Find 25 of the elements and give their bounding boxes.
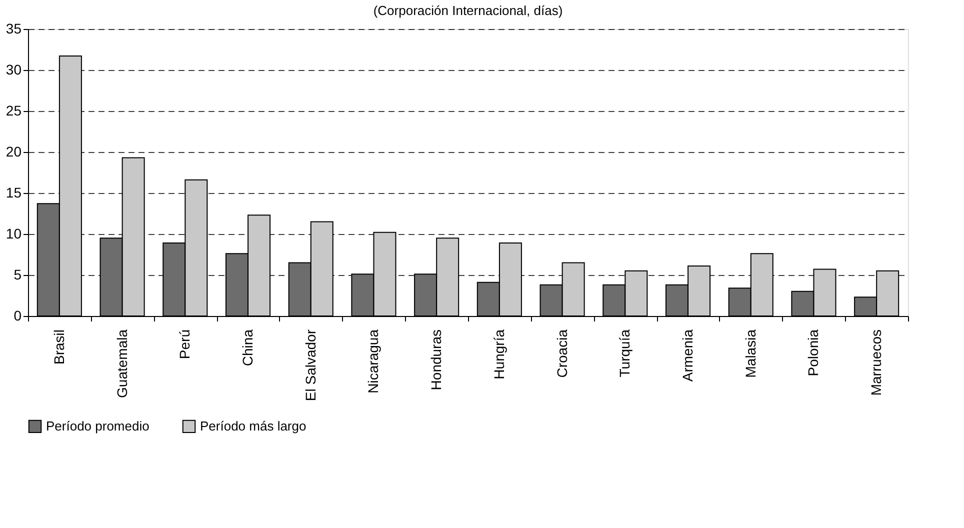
x-tick-label: Polonia (805, 329, 822, 376)
y-tick-label: 0 (14, 308, 22, 324)
y-tick-label: 15 (6, 184, 22, 200)
y-tick-label: 20 (6, 144, 22, 160)
y-tick-label: 30 (6, 62, 22, 78)
x-tick-label: Malasia (742, 329, 758, 378)
x-tick-label: Brasil (50, 330, 67, 365)
legend-label: Período promedio (46, 418, 150, 434)
x-tick-label: China (240, 329, 256, 366)
y-tick-label: 35 (6, 20, 22, 36)
y-tick-label: 10 (6, 226, 22, 242)
x-tick-label: El Salvador (302, 329, 318, 402)
x-tick-label: Guatemala (114, 329, 130, 398)
x-tick-label: Turquía (616, 329, 633, 378)
x-tick-label: Croacia (554, 329, 570, 378)
legend-label: Período más largo (200, 418, 306, 434)
y-tick-label: 5 (14, 266, 22, 282)
y-tick-label: 25 (6, 102, 22, 118)
x-tick-label: Armenia (680, 329, 696, 382)
x-tick-label: Honduras (428, 330, 444, 390)
x-tick-label: Perú (176, 330, 193, 360)
x-tick-label: Nicaragua (365, 329, 382, 394)
x-tick-label: Marruecos (868, 330, 884, 396)
x-tick-label: Hungría (490, 329, 507, 380)
chart-subtitle: (Corporación Internacional, días) (373, 3, 563, 18)
